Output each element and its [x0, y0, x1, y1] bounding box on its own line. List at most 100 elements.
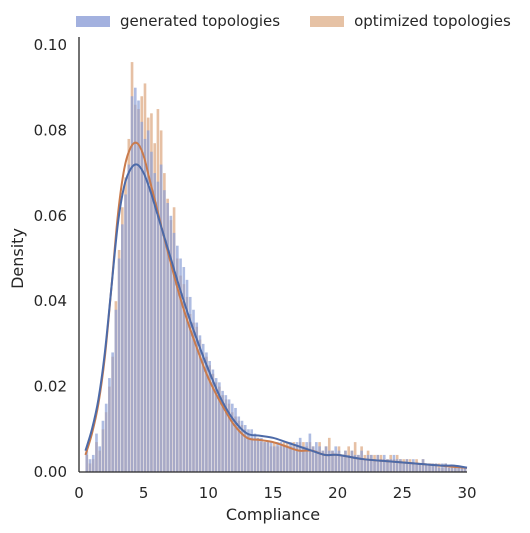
generated-bar	[463, 467, 467, 472]
generated-bar	[295, 442, 299, 472]
generated-bar	[454, 467, 457, 472]
generated-bar	[337, 450, 341, 472]
generated-bar	[292, 446, 296, 472]
generated-bar	[437, 467, 441, 472]
x-tick-label: 5	[139, 484, 149, 502]
generated-bar	[163, 190, 166, 472]
generated-bar	[224, 395, 228, 472]
generated-bar	[218, 382, 221, 472]
generated-bar	[318, 446, 321, 472]
generated-bar	[124, 194, 127, 472]
generated-bar	[137, 100, 140, 472]
generated-bar	[95, 433, 98, 472]
generated-bar	[85, 450, 89, 472]
generated-bar	[201, 343, 205, 472]
generated-bar	[289, 442, 292, 472]
generated-bar	[121, 224, 124, 472]
generated-bar	[386, 459, 389, 472]
generated-bar	[382, 454, 386, 472]
generated-bar	[104, 403, 108, 472]
generated-bar	[305, 442, 308, 472]
legend-swatch-generated	[76, 15, 110, 27]
generated-bar	[434, 463, 438, 472]
generated-bar	[221, 390, 224, 472]
generated-bar	[214, 378, 218, 472]
y-tick-label: 0.08	[34, 121, 67, 139]
generated-bar	[441, 463, 444, 472]
generated-bar	[408, 463, 412, 472]
generated-bar	[460, 467, 464, 472]
generated-bar	[253, 433, 257, 472]
x-tick-label: 0	[74, 484, 84, 502]
generated-bar	[308, 433, 312, 472]
generated-bar	[205, 352, 208, 472]
x-tick-label: 20	[328, 484, 347, 502]
generated-bar	[256, 437, 260, 472]
generated-bar	[379, 459, 383, 472]
y-tick-label: 0.00	[34, 463, 67, 481]
generated-bar	[402, 463, 405, 472]
generated-bar	[140, 121, 144, 473]
generated-bar	[302, 446, 305, 472]
generated-bar	[133, 87, 137, 472]
generated-bar	[428, 463, 431, 472]
generated-bar	[243, 425, 247, 472]
generated-bar	[392, 454, 396, 472]
generated-bar	[195, 322, 199, 472]
generated-bar	[331, 450, 334, 472]
generated-bar	[360, 450, 363, 472]
generated-bar	[117, 258, 121, 472]
legend: generated topologies optimized topologie…	[76, 12, 511, 30]
generated-bar	[176, 245, 179, 472]
generated-bar	[421, 459, 425, 472]
generated-bar	[169, 215, 173, 473]
generated-bar	[240, 420, 244, 472]
generated-bar	[130, 96, 134, 473]
generated-bar	[324, 446, 328, 472]
generated-bar	[376, 454, 380, 472]
generated-bar	[188, 296, 192, 472]
generated-bar	[146, 130, 150, 472]
generated-bar	[366, 454, 370, 472]
x-tick-label: 10	[199, 484, 218, 502]
x-axis-label: Compliance	[226, 505, 320, 524]
generated-bar	[263, 442, 266, 472]
generated-bar	[159, 164, 163, 472]
generated-bar	[357, 454, 360, 472]
generated-bar	[266, 442, 270, 472]
generated-bar	[321, 450, 325, 472]
generated-bar	[230, 403, 234, 472]
generated-bar	[405, 459, 409, 472]
generated-bar	[273, 446, 276, 472]
generated-bar	[399, 459, 402, 472]
generated-bar	[350, 450, 354, 472]
generated-bar	[450, 467, 454, 472]
generated-bar	[153, 173, 156, 472]
legend-item-generated: generated topologies	[76, 12, 280, 30]
generated-bar	[311, 446, 315, 472]
generated-bar	[340, 454, 344, 472]
generated-bar	[179, 258, 182, 472]
x-tick-label: 15	[263, 484, 282, 502]
generated-bar	[447, 467, 451, 472]
x-tick-label: 25	[393, 484, 412, 502]
generated-bar	[143, 138, 147, 472]
generated-bar	[98, 446, 102, 472]
generated-bar	[415, 463, 418, 472]
generated-bar	[353, 454, 357, 472]
generated-kde-line	[84, 163, 468, 469]
generated-bar	[282, 446, 286, 472]
generated-bar	[237, 416, 241, 472]
generated-bar	[166, 202, 169, 473]
generated-bar	[373, 459, 376, 472]
generated-bar	[234, 407, 237, 472]
generated-bar	[276, 442, 279, 472]
y-tick-label: 0.04	[34, 292, 67, 310]
generated-bar	[424, 463, 428, 472]
y-tick-label: 0.10	[34, 36, 67, 54]
generated-bar	[370, 454, 373, 472]
generated-bar	[285, 446, 289, 472]
generated-bar	[108, 378, 111, 472]
legend-label-optimized: optimized topologies	[354, 12, 511, 30]
